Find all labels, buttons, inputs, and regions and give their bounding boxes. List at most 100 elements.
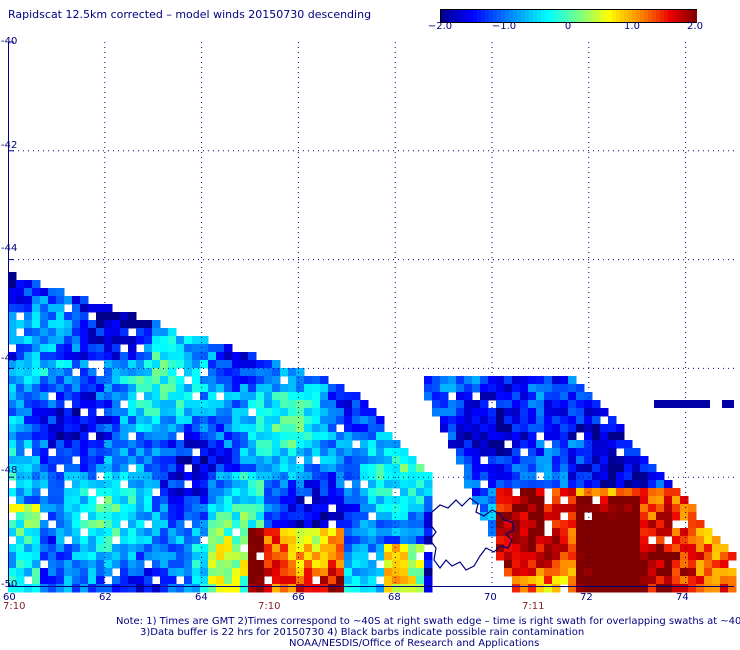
wind-cell (240, 472, 249, 481)
wind-cell (464, 464, 473, 473)
wind-cell (152, 520, 161, 529)
wind-cell (64, 392, 73, 401)
wind-cell (104, 560, 113, 569)
wind-cell (56, 296, 65, 305)
wind-cell (576, 408, 585, 417)
wind-cell (488, 440, 497, 449)
wind-cell (376, 448, 385, 457)
wind-cell (512, 504, 521, 513)
wind-cell (592, 584, 601, 593)
wind-cell (88, 344, 97, 353)
wind-cell (296, 384, 305, 393)
wind-cell (256, 560, 265, 569)
wind-cell (520, 472, 529, 481)
wind-cell (248, 440, 257, 449)
wind-cell (480, 448, 489, 457)
colorbar-label-zero: 0 (564, 21, 572, 32)
wind-cell (32, 496, 41, 505)
wind-cell (344, 400, 353, 409)
wind-cell (112, 360, 121, 369)
wind-cell (568, 416, 577, 425)
wind-cell (352, 472, 361, 481)
wind-cell (56, 304, 65, 313)
wind-cell (16, 360, 25, 369)
wind-cell (120, 568, 129, 577)
wind-cell (568, 424, 577, 433)
wind-cell (104, 400, 113, 409)
wind-cell (248, 360, 257, 369)
wind-cell (600, 480, 609, 489)
wind-cell (512, 584, 521, 593)
wind-cell (576, 496, 585, 505)
wind-cell (80, 584, 89, 593)
wind-cell (32, 360, 41, 369)
wind-cell (512, 384, 521, 393)
wind-cell (712, 584, 721, 593)
wind-cell (520, 568, 529, 577)
wind-cell (408, 464, 417, 473)
wind-cell (632, 512, 641, 521)
wind-cell (120, 328, 129, 337)
wind-cell (544, 408, 553, 417)
wind-cell (80, 376, 89, 385)
wind-cell (560, 520, 569, 529)
wind-cell (520, 528, 529, 537)
wind-cell (272, 496, 281, 505)
wind-cell (680, 512, 689, 521)
wind-cell (368, 488, 377, 497)
wind-cell (504, 400, 513, 409)
wind-cell (496, 504, 505, 513)
wind-cell (272, 440, 281, 449)
wind-cell (280, 384, 289, 393)
wind-cell (568, 536, 577, 545)
wind-cell (136, 424, 145, 433)
wind-cell (56, 448, 65, 457)
wind-cell (568, 584, 577, 593)
wind-cell (232, 584, 241, 593)
wind-cell (144, 384, 153, 393)
wind-cell (192, 368, 201, 377)
wind-cell (368, 408, 377, 417)
wind-cell (184, 448, 193, 457)
wind-cell (472, 440, 481, 449)
wind-cell (24, 584, 33, 593)
wind-cell (560, 568, 569, 577)
wind-cell (64, 512, 73, 521)
wind-cell (16, 392, 25, 401)
wind-cell (280, 544, 289, 553)
wind-cell (648, 544, 657, 553)
wind-cell (600, 424, 609, 433)
wind-cell (56, 496, 65, 505)
wind-cell (248, 416, 257, 425)
wind-cell (632, 464, 641, 473)
wind-cell (504, 512, 513, 521)
wind-cell (648, 488, 657, 497)
wind-cell (256, 400, 265, 409)
wind-cell (32, 432, 41, 441)
wind-cell (464, 480, 473, 489)
wind-cell (464, 392, 473, 401)
wind-cell (264, 480, 273, 489)
wind-cell (216, 568, 225, 577)
wind-cell (576, 472, 585, 481)
wind-cell (32, 464, 41, 473)
wind-cell (352, 456, 361, 465)
wind-cell (128, 384, 137, 393)
wind-cell (160, 512, 169, 521)
wind-cell (120, 352, 129, 361)
wind-cell (104, 424, 113, 433)
wind-cell (200, 456, 209, 465)
wind-cell (592, 416, 601, 425)
wind-cell (168, 560, 177, 569)
wind-cell (448, 440, 457, 449)
wind-cell (24, 440, 33, 449)
wind-cell (104, 536, 113, 545)
wind-cell (80, 432, 89, 441)
wind-cell (592, 568, 601, 577)
wind-cell (352, 392, 361, 401)
wind-cell (88, 448, 97, 457)
wind-cell (192, 512, 201, 521)
wind-cell (16, 408, 25, 417)
wind-cell (256, 432, 265, 441)
wind-cell (96, 528, 105, 537)
